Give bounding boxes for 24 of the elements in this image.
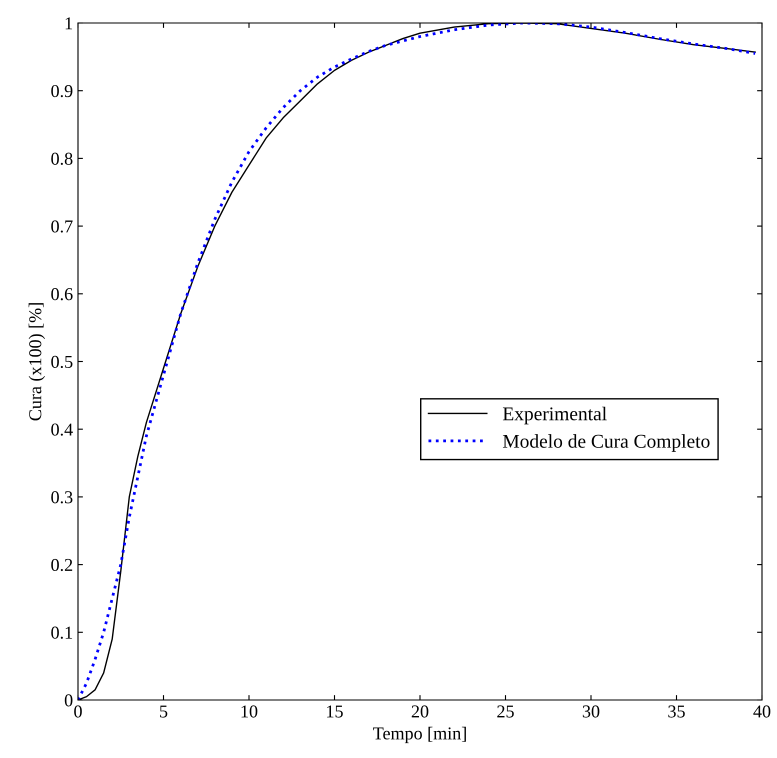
legend-label: Experimental	[502, 406, 607, 424]
x-tick-label: 15	[327, 705, 343, 718]
x-tick-label: 35	[668, 705, 685, 718]
y-tick-label: 0.6	[51, 288, 73, 300]
y-tick-label: 0.5	[51, 356, 72, 368]
x-tick-label: 40	[753, 705, 770, 718]
x-tick-label: 30	[582, 705, 600, 718]
y-tick-label: 1	[66, 17, 72, 30]
x-tick-label: 25	[497, 705, 514, 718]
y-tick-label: 0.9	[51, 84, 72, 98]
y-tick-label: 0.3	[51, 491, 72, 504]
y-axis-title: Cura (x100) [%]	[28, 303, 46, 420]
x-axis-title: Tempo [min]	[373, 726, 466, 744]
y-tick-label: 0.1	[51, 626, 72, 639]
x-tick-label: 5	[160, 706, 168, 718]
x-tick-label: 10	[242, 705, 258, 718]
y-tick-label: 0.2	[51, 558, 72, 572]
legend-label: Modelo de Cura Completo	[502, 434, 710, 452]
y-tick-label: 0.7	[51, 220, 73, 233]
x-tick-label: 0	[74, 705, 82, 718]
x-tick-label: 20	[412, 705, 428, 718]
y-tick-label: 0.8	[51, 152, 72, 165]
y-tick-label: 0.4	[51, 423, 73, 436]
y-tick-label: 0	[64, 694, 72, 706]
